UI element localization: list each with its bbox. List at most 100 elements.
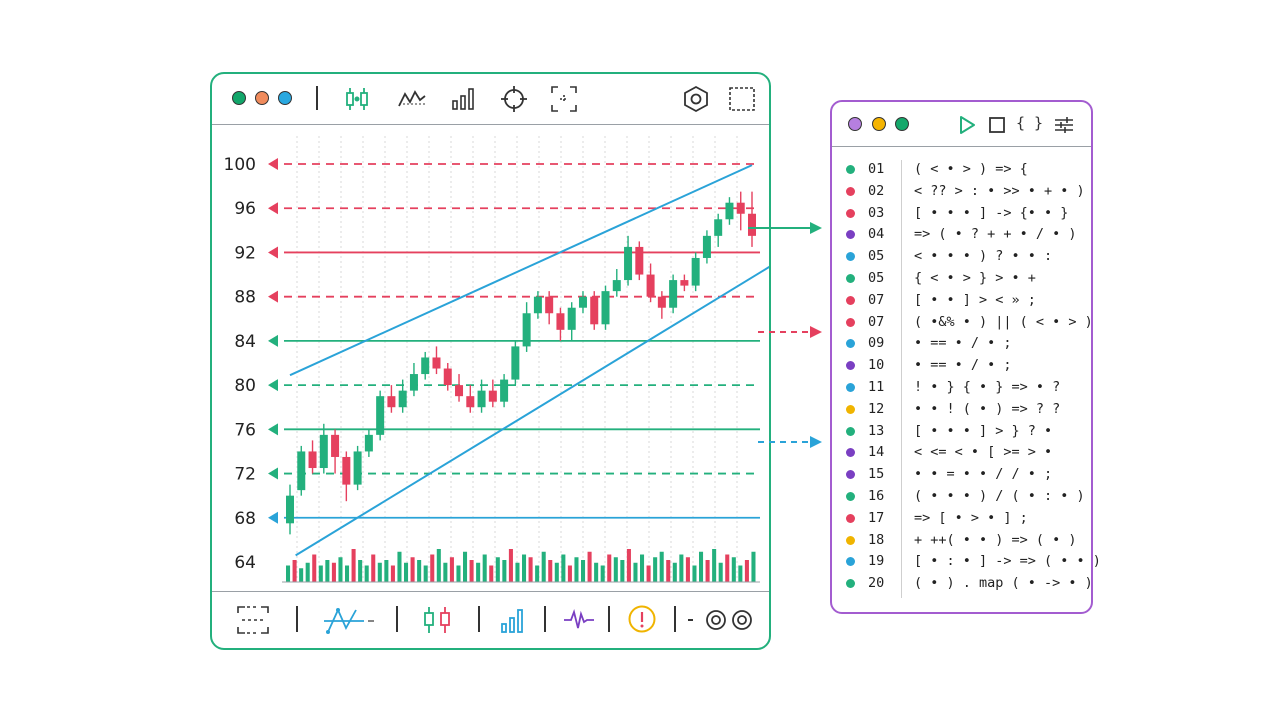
candlestick-chart[interactable]: 64 68 72 76 80 84 88 92 96 100 [212, 126, 769, 596]
line-number: 20 [868, 575, 885, 592]
window-dot-purple[interactable] [848, 117, 862, 131]
volume-bar [666, 560, 671, 582]
braces-icon[interactable]: { } [1016, 114, 1044, 132]
code-line[interactable]: 12 • • ! ( • ) => ? ? [832, 400, 1087, 420]
candle [736, 202, 745, 214]
window-dot-green[interactable] [895, 117, 909, 131]
volume-bar [672, 562, 677, 582]
volume-bar [528, 557, 533, 582]
toolbar-divider [396, 606, 398, 632]
code-line[interactable]: 07 [ • • ] > < » ; [832, 291, 1087, 311]
code-text: => [ • > • ] ; [914, 509, 1028, 526]
fullscreen-icon[interactable] [727, 84, 757, 114]
code-text: • • ! ( • ) => ? ? [914, 400, 1061, 417]
line-status-dot [846, 513, 855, 523]
code-line[interactable]: 01 ( < • > ) => { [832, 160, 1087, 180]
trend-channel-line [289, 164, 753, 377]
line-chart-icon[interactable] [397, 84, 427, 114]
code-line[interactable]: 15 • • = • • / / • ; [832, 465, 1087, 485]
code-text: < • • • ) ? • • : [914, 248, 1053, 265]
crosshair-icon[interactable] [499, 84, 529, 114]
code-line[interactable]: 11 ! • } { • } => • ? [832, 378, 1087, 398]
level-marker [268, 379, 278, 392]
level-marker [268, 158, 278, 170]
candle [432, 357, 441, 369]
toolbar-dash [688, 619, 693, 621]
line-number: 09 [868, 335, 885, 352]
code-line[interactable]: 14 < <= < • [ >= > • [832, 443, 1087, 463]
candle [297, 451, 306, 491]
code-line[interactable]: 18 + ++( • • ) => ( • ) [832, 531, 1087, 551]
candle [488, 390, 497, 402]
code-line[interactable]: 03 [ • • • ] -> {• • } [832, 204, 1087, 224]
toolbar-divider [608, 606, 610, 632]
candle [443, 368, 452, 386]
code-line[interactable]: 09 • == • / • ; [832, 334, 1087, 354]
volume-bar [377, 562, 382, 582]
code-line[interactable]: 20 ( • ) . map ( • -> • ) [832, 574, 1093, 594]
volume-bar [626, 549, 631, 582]
volume-bar [318, 565, 323, 582]
select-area-icon[interactable] [549, 84, 579, 114]
line-status-dot [846, 404, 855, 414]
volume-bar [607, 554, 612, 582]
select-area-icon[interactable] [236, 604, 270, 636]
level-marker [268, 290, 278, 303]
line-status-dot [846, 535, 855, 545]
volume-bar [581, 560, 586, 582]
candle [669, 280, 678, 308]
candle [748, 213, 756, 236]
code-line[interactable]: 19 [ • : • ] -> => ( • • ) [832, 552, 1101, 572]
candlestick-icon[interactable] [420, 604, 454, 636]
level-marker [268, 202, 278, 215]
code-line[interactable]: 17 => [ • > • ] ; [832, 509, 1087, 529]
bar-chart-icon[interactable] [498, 604, 528, 636]
candle [342, 456, 351, 485]
line-status-dot [846, 274, 855, 283]
window-dot-yellow[interactable] [872, 117, 886, 131]
line-number: 16 [868, 488, 885, 504]
code-line[interactable]: 16 ( • • • ) / ( • : • ) [832, 487, 1087, 507]
candle [319, 434, 328, 469]
volume-bar [633, 562, 638, 582]
alert-icon[interactable] [626, 602, 658, 636]
waveform-icon[interactable] [562, 604, 596, 636]
candlestick-icon[interactable] [342, 84, 372, 114]
sliders-icon[interactable] [1054, 115, 1074, 135]
volume-bar [640, 554, 645, 582]
settings-gears-icon[interactable] [702, 604, 758, 636]
code-line[interactable]: 05 < • • • ) ? • • : [832, 247, 1087, 267]
code-line[interactable]: 07 ( •&% • ) || ( < • > ) [832, 313, 1093, 333]
stop-icon[interactable] [988, 116, 1006, 134]
volume-bar [718, 562, 723, 582]
code-line[interactable]: 05 { < • > } > • + [832, 269, 1087, 289]
code-toolbar: { } [832, 102, 1091, 147]
settings-hexagon-icon[interactable] [681, 84, 711, 114]
code-line[interactable]: 02 < ?? > : • >> • + • ) [832, 182, 1087, 202]
window-dot-orange[interactable] [255, 91, 269, 105]
candle [680, 280, 689, 286]
line-status-dot [846, 208, 855, 218]
volume-bar [594, 562, 599, 582]
line-number: 11 [868, 379, 885, 395]
code-line[interactable]: 04 => ( • ? + + • / • ) [832, 225, 1087, 245]
window-dot-green[interactable] [232, 91, 246, 105]
candle [331, 434, 340, 457]
code-text: [ • • ] > < » ; [914, 291, 1036, 308]
volume-bar [685, 557, 690, 582]
line-status-dot [846, 557, 855, 567]
code-line[interactable]: 13 [ • • • ] > } ? • [832, 422, 1087, 442]
line-number-gutter [901, 160, 902, 598]
code-line[interactable]: 10 • == • / • ; [832, 356, 1087, 376]
line-status-dot [846, 426, 855, 436]
line-number: 18 [868, 531, 885, 548]
volume-bar [554, 562, 559, 582]
window-dot-blue[interactable] [278, 91, 292, 105]
play-icon[interactable] [958, 115, 976, 135]
volume-bar [522, 554, 527, 582]
indicator-line-icon[interactable] [322, 604, 376, 636]
bar-chart-icon[interactable] [449, 84, 479, 114]
volume-bar [338, 557, 343, 582]
candle [601, 291, 610, 325]
y-tick-label: 96 [234, 199, 256, 219]
